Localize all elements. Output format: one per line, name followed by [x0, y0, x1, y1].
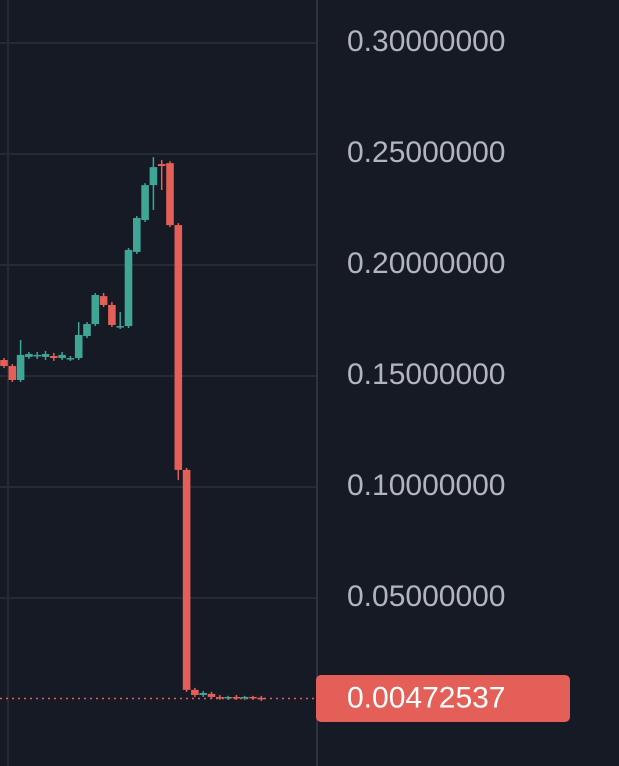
candle-body — [174, 225, 183, 470]
candle-body — [108, 304, 116, 325]
last-price-label: 0.00472537 — [347, 681, 506, 714]
candle-body — [116, 326, 124, 328]
candle-body — [91, 294, 100, 325]
candle-body — [50, 356, 58, 359]
y-tick-label: 0.15000000 — [347, 358, 506, 391]
y-tick-label: 0.30000000 — [347, 25, 506, 58]
candle-body — [257, 697, 266, 700]
candle-body — [41, 354, 50, 357]
candle-body — [99, 296, 108, 305]
candle-body — [58, 354, 66, 359]
candle-body — [216, 696, 224, 699]
candle-body — [66, 358, 75, 360]
candle-body — [74, 334, 83, 359]
candle-body — [191, 689, 199, 695]
candle-body — [232, 696, 241, 699]
candle-body — [182, 469, 191, 690]
candle-body — [199, 692, 207, 695]
candle-body — [157, 164, 166, 167]
last-price-box — [316, 674, 570, 722]
candle-body — [207, 693, 216, 697]
y-tick-label: 0.10000000 — [347, 469, 506, 502]
candle-body — [83, 324, 91, 337]
y-tick-label: 0.20000000 — [347, 247, 506, 280]
candle-body — [166, 163, 174, 226]
candle-body — [133, 217, 141, 252]
candle-body — [141, 185, 149, 220]
candle-body — [240, 696, 249, 699]
candle-body — [16, 354, 25, 381]
candle-body — [0, 360, 8, 367]
y-tick-label: 0.25000000 — [347, 136, 506, 169]
candle-body — [8, 366, 17, 381]
candle-body — [149, 167, 158, 186]
candle-body — [124, 249, 133, 327]
candle-body — [25, 354, 33, 357]
candle-body — [33, 354, 41, 357]
y-tick-label: 0.05000000 — [347, 580, 506, 613]
